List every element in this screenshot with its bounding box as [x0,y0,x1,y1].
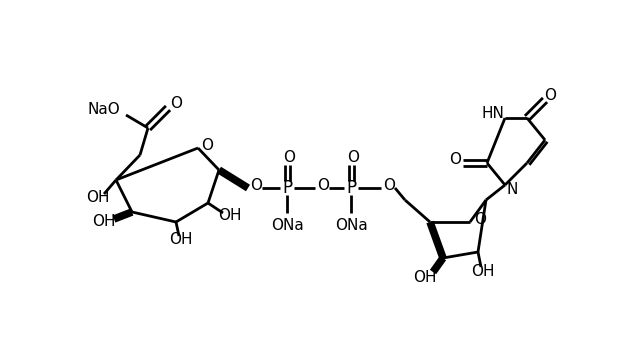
Text: O: O [383,179,395,193]
Text: N: N [506,183,518,198]
Text: O: O [474,212,486,227]
Text: ONa: ONa [335,218,367,232]
Text: OH: OH [86,191,109,205]
Text: OH: OH [169,232,193,247]
Text: O: O [250,179,262,193]
Text: ONa: ONa [271,218,303,232]
Text: O: O [544,87,556,102]
Text: OH: OH [92,214,116,230]
Text: O: O [317,179,329,193]
Text: P: P [282,179,292,197]
Text: O: O [347,150,359,165]
Text: P: P [346,179,356,197]
Text: HN: HN [481,106,504,120]
Text: O: O [283,150,295,165]
Text: O: O [201,139,213,153]
Text: O: O [170,97,182,112]
Text: OH: OH [471,265,495,279]
Text: OH: OH [413,271,436,285]
Text: O: O [449,152,461,166]
Text: NaO: NaO [88,102,120,118]
Text: OH: OH [218,207,242,223]
